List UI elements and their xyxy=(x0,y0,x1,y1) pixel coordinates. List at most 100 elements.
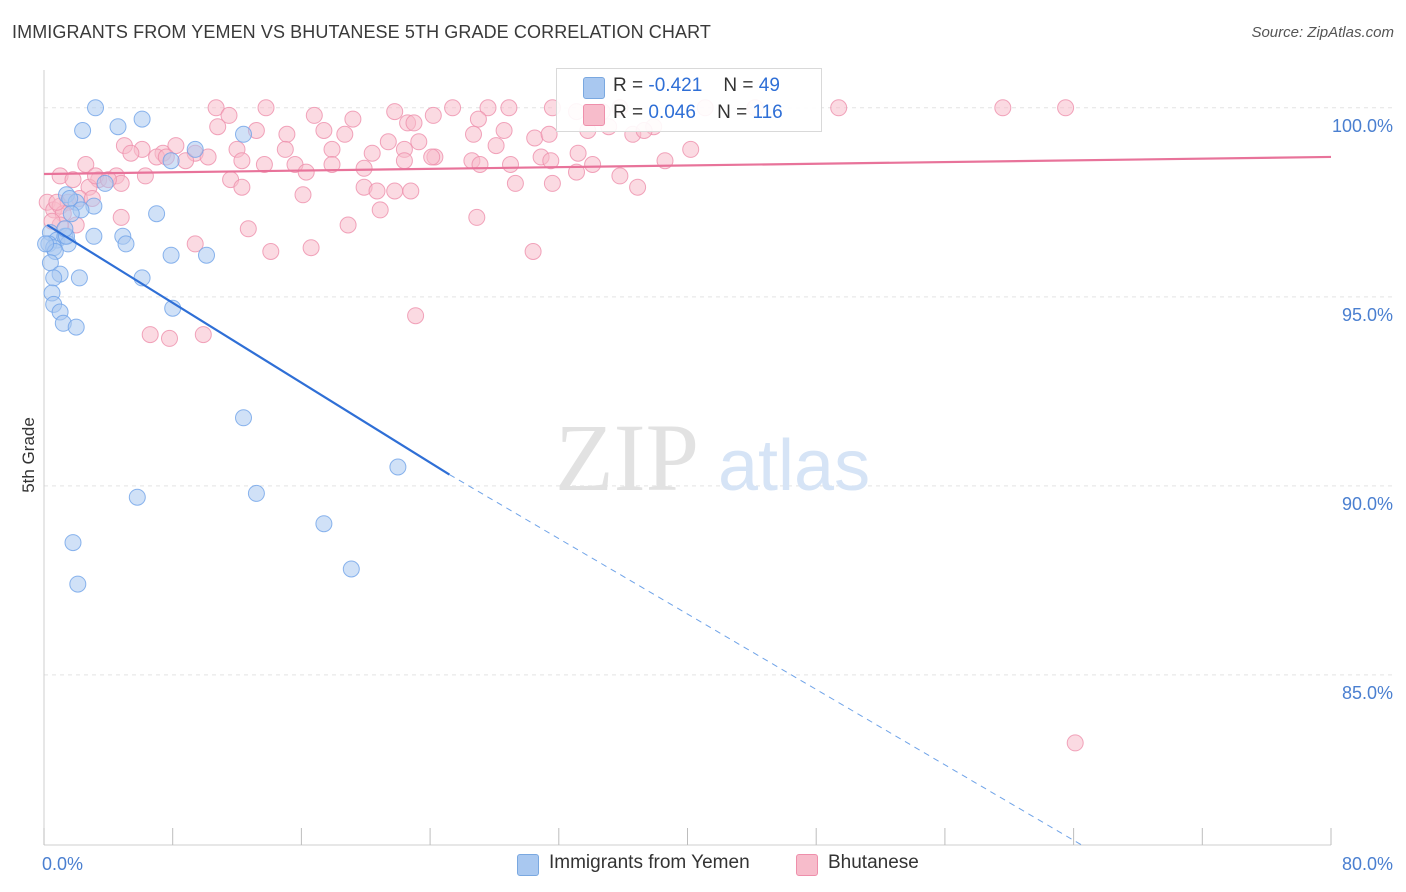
legend-r-value-bhutanese: 0.046 xyxy=(648,102,696,123)
data-point-bhutanese xyxy=(233,178,251,196)
data-point-yemen xyxy=(87,99,104,117)
data-point-yemen xyxy=(37,235,55,253)
trend-line-yemen-extrapolated xyxy=(449,474,1082,846)
data-point-yemen xyxy=(198,246,215,264)
data-point-yemen xyxy=(247,484,265,502)
data-point-bhutanese xyxy=(495,122,513,139)
data-point-bhutanese xyxy=(465,125,482,143)
series-legend-label-bhutanese: Bhutanese xyxy=(828,852,919,873)
trend-line-bhutanese xyxy=(43,155,1332,176)
data-point-bhutanese xyxy=(220,106,238,124)
data-point-bhutanese xyxy=(500,99,518,117)
data-point-bhutanese xyxy=(629,178,647,196)
data-point-yemen xyxy=(45,269,63,287)
legend-swatch-bhutanese xyxy=(583,104,605,126)
series-legend-swatch-bhutanese xyxy=(796,854,818,876)
data-point-yemen xyxy=(235,409,252,427)
data-point-bhutanese xyxy=(255,156,273,173)
data-point-bhutanese xyxy=(257,99,275,117)
data-point-bhutanese xyxy=(112,208,130,226)
data-point-yemen xyxy=(162,152,180,170)
data-point-yemen xyxy=(109,118,127,136)
y-axis-label: 5th Grade xyxy=(19,417,38,493)
data-point-bhutanese xyxy=(278,125,296,143)
data-point-yemen xyxy=(128,488,146,506)
data-point-bhutanese xyxy=(407,307,425,325)
data-point-bhutanese xyxy=(542,152,560,170)
y-tick-label: 100.0% xyxy=(1332,116,1393,136)
data-point-bhutanese xyxy=(323,140,341,158)
data-point-bhutanese xyxy=(386,103,404,121)
data-point-bhutanese xyxy=(569,144,587,162)
data-point-bhutanese xyxy=(468,208,486,226)
data-point-bhutanese xyxy=(161,329,178,347)
data-point-bhutanese xyxy=(336,125,354,143)
data-point-yemen xyxy=(64,534,82,552)
data-point-bhutanese xyxy=(471,156,489,173)
series-points-yemen xyxy=(37,99,407,593)
watermark-zip: ZIP xyxy=(555,404,699,511)
data-point-yemen xyxy=(69,575,87,593)
data-point-bhutanese xyxy=(682,140,700,158)
data-point-bhutanese xyxy=(262,243,280,260)
data-point-bhutanese xyxy=(186,235,204,253)
data-point-yemen xyxy=(74,122,92,139)
data-point-yemen xyxy=(162,246,180,264)
y-tick-label: 85.0% xyxy=(1342,683,1393,703)
legend-n-value-bhutanese: 116 xyxy=(752,102,783,123)
data-point-bhutanese xyxy=(424,106,442,124)
data-point-bhutanese xyxy=(395,152,413,170)
data-point-yemen xyxy=(389,458,407,476)
data-point-bhutanese xyxy=(1066,734,1084,752)
data-point-bhutanese xyxy=(194,326,212,344)
data-point-yemen xyxy=(148,205,166,223)
data-point-yemen xyxy=(56,220,74,238)
legend-n-label: N = xyxy=(717,102,748,123)
data-point-yemen xyxy=(235,125,252,143)
x-tick-label: 80.0% xyxy=(1342,854,1393,874)
points-layer xyxy=(37,99,1084,752)
trend-line-yemen xyxy=(46,224,450,476)
data-point-bhutanese xyxy=(444,99,462,117)
data-point-bhutanese xyxy=(344,110,362,128)
data-point-yemen xyxy=(67,318,85,336)
data-point-bhutanese xyxy=(524,243,542,260)
data-point-bhutanese xyxy=(207,99,225,117)
data-point-bhutanese xyxy=(543,174,561,192)
data-point-bhutanese xyxy=(122,144,140,162)
series-points-bhutanese xyxy=(38,99,1084,752)
chart-title: IMMIGRANTS FROM YEMEN VS BHUTANESE 5TH G… xyxy=(12,22,711,42)
data-point-bhutanese xyxy=(239,220,257,238)
data-point-bhutanese xyxy=(302,239,320,257)
trend-layer xyxy=(43,155,1332,846)
data-point-bhutanese xyxy=(386,182,404,200)
data-point-bhutanese xyxy=(506,174,524,192)
data-point-bhutanese xyxy=(141,326,159,344)
data-point-bhutanese xyxy=(402,182,420,200)
legend-r-value-yemen: -0.421 xyxy=(648,75,703,96)
data-point-bhutanese xyxy=(487,137,505,155)
x-tick-label: 0.0% xyxy=(42,854,83,874)
data-point-bhutanese xyxy=(568,163,585,181)
y-tick-label: 95.0% xyxy=(1342,305,1393,325)
data-point-yemen xyxy=(96,174,114,192)
data-point-bhutanese xyxy=(379,133,397,151)
y-tick-labels: 85.0% 90.0% 95.0% 100.0% xyxy=(1332,116,1393,703)
data-point-bhutanese xyxy=(1057,99,1075,117)
series-legend-label-yemen: Immigrants from Yemen xyxy=(549,852,750,873)
data-point-bhutanese xyxy=(469,110,487,128)
series-legend-swatch-yemen xyxy=(517,854,539,876)
data-point-bhutanese xyxy=(64,171,82,189)
data-point-bhutanese xyxy=(323,156,341,173)
data-point-bhutanese xyxy=(276,140,294,158)
data-point-bhutanese xyxy=(540,125,558,143)
legend-r-label: R = xyxy=(613,102,644,123)
data-point-bhutanese xyxy=(371,201,389,219)
x-tick-labels: 0.0% 80.0% xyxy=(42,854,1393,874)
legend-swatch-yemen xyxy=(583,77,605,99)
data-point-bhutanese xyxy=(355,159,373,177)
data-point-yemen xyxy=(70,269,88,287)
data-point-yemen xyxy=(117,235,135,253)
legend-n-value-yemen: 49 xyxy=(758,75,780,96)
